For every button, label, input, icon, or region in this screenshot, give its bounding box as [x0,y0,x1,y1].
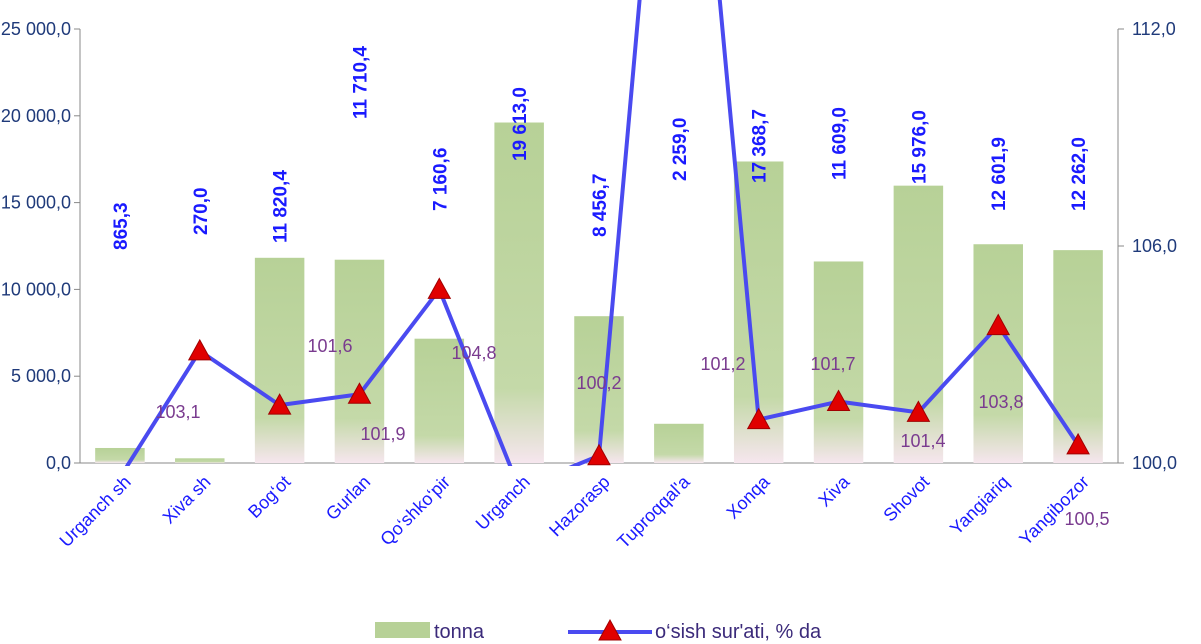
right-axis: 100,0 106,0 112,0 [1117,19,1177,473]
line-value-label: 101,4 [900,431,945,451]
line-value-label: 101,6 [307,336,352,356]
line-value-label: 101,2 [700,354,745,374]
bar-value-label: 8 456,7 [590,174,611,237]
bar-value-label: 865,3 [111,202,132,250]
bar [654,423,704,463]
line-marker [587,443,611,466]
bar-value-label: 12 262,0 [1069,137,1090,211]
right-axis-tick-label: 100,0 [1132,453,1177,473]
bar-value-label: 15 976,0 [909,110,930,184]
line-value-label: 103,8 [978,392,1023,412]
legend-swatch-marker [598,618,622,641]
bar-value-label: 17 368,7 [750,109,771,183]
category-label: Urganch [472,472,534,534]
category-label: Xonqa [723,471,775,523]
bar-value-label: 270,0 [191,187,212,235]
category-label: Gurlan [322,472,374,524]
bar [254,257,305,463]
bar [813,261,864,463]
category-labels: Urganch sh Xiva sh Bog‘ot Gurlan Qo‘shko‘pir… [56,471,1093,552]
line-marker [826,389,851,412]
line-series [124,0,1090,466]
bar-value-label: 11 710,4 [350,46,371,119]
category-label: Hazorasp [545,472,614,541]
line-value-label: 100,2 [576,373,621,393]
line-marker [347,382,372,404]
bar [334,259,385,463]
category-label: Urganch sh [56,472,135,551]
bar-data-labels: 865,3 270,0 11 820,4 11 710,4 7 160,6 19 613,… [111,46,1090,250]
line-marker [187,338,212,361]
legend-label-tonna: tonna [434,621,485,643]
category-label: Shovot [879,472,933,526]
line-marker [1066,432,1090,455]
line-marker [427,277,452,299]
line-value-label: 100,5 [1064,509,1109,529]
category-label: Xiva sh [159,472,215,528]
line-data-labels: 103,1 101,6 101,9 104,8 100,2 101,2 101,7 101,4… [155,336,1109,529]
bar [414,338,465,463]
left-axis-tick-label: 5 000,0 [11,366,71,386]
right-axis-tick-label: 106,0 [1132,236,1177,256]
bar-value-label: 12 601,9 [989,137,1010,211]
bar [494,122,544,464]
line-marker [746,407,771,430]
line-value-label: 101,7 [810,354,855,374]
line-marker [986,313,1011,336]
bar-value-label: 11 609,0 [830,107,851,180]
bar-value-label: 7 160,6 [430,148,451,211]
bar-value-label: 19 613,0 [510,87,531,161]
bar [175,458,225,463]
category-label: Tuproqqal'a [613,471,694,552]
line-value-label: 103,1 [155,402,200,422]
left-axis-tick-label: 20 000,0 [1,106,71,126]
category-label: Bog‘ot [244,472,294,522]
legend-label-line: o‘sish sur'ati, % da [655,621,822,643]
bar-value-label: 11 820,4 [271,170,292,243]
line-marker [906,400,931,422]
left-axis-tick-label: 15 000,0 [1,193,71,213]
bar [1053,250,1103,463]
legend: tonna o‘sish sur'ati, % da [375,618,822,643]
line-marker [267,393,292,415]
line-value-label: 101,9 [360,424,405,444]
bar-series [95,122,1103,464]
category-label: Yangiariq [946,472,1013,539]
legend-swatch-tonna [375,622,430,638]
left-axis-tick-label: 10 000,0 [1,279,71,299]
line-value-label: 104,8 [451,343,496,363]
category-label: Qo‘shko‘pir [376,472,454,550]
left-axis-tick-label: 25 000,0 [1,19,71,39]
category-label: Xiva [814,471,854,511]
left-axis-tick-label: 0,0 [46,453,71,473]
bar-value-label: 2 259,0 [670,118,691,181]
right-axis-tick-label: 112,0 [1132,19,1176,39]
